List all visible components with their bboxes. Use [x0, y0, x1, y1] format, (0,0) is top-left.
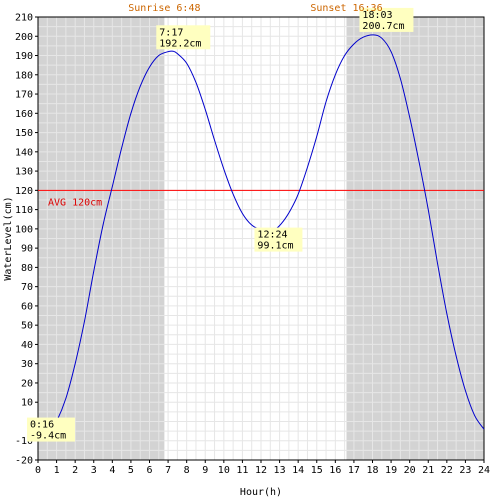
- sunset-label: Sunset 16:36: [310, 3, 382, 14]
- y-tick-label: 60: [21, 301, 33, 312]
- x-tick-label: 17: [348, 465, 360, 476]
- x-tick-label: 9: [202, 465, 208, 476]
- x-tick-label: 13: [274, 465, 286, 476]
- x-tick-label: 7: [165, 465, 171, 476]
- x-tick-label: 3: [91, 465, 97, 476]
- y-tick-label: 200: [15, 32, 33, 43]
- annotation-time: 7:17: [159, 27, 183, 38]
- annotation-level: 200.7cm: [362, 21, 404, 32]
- x-tick-label: 21: [422, 465, 434, 476]
- x-axis-ticks: 0 1 2 3 4 5 6 7 8 9 10 11 12 13 14 15 16 17 18 19 20 21 22 23 24: [35, 460, 490, 476]
- annotation-box: [359, 7, 414, 32]
- x-tick-label: 0: [35, 465, 41, 476]
- x-tick-label: 8: [184, 465, 190, 476]
- annotation-time: 18:03: [362, 10, 392, 21]
- x-tick-label: 15: [311, 465, 323, 476]
- x-tick-label: 19: [385, 465, 397, 476]
- x-tick-label: 20: [404, 465, 416, 476]
- annotation-time: 12:24: [257, 230, 287, 241]
- y-tick-label: 160: [15, 109, 33, 120]
- y-axis-label: WaterLevel(cm): [3, 196, 14, 280]
- x-tick-label: 24: [478, 465, 490, 476]
- x-tick-label: 6: [146, 465, 152, 476]
- y-tick-label: -20: [15, 456, 33, 467]
- y-tick-label: 90: [21, 244, 33, 255]
- sunrise-label: Sunrise 6:48: [128, 3, 200, 14]
- x-tick-label: 18: [366, 465, 378, 476]
- annotation-box: [27, 417, 76, 442]
- annotation-time: 0:16: [30, 420, 54, 431]
- y-tick-label: 180: [15, 70, 33, 81]
- y-tick-label: -10: [15, 436, 33, 447]
- average-label: AVG 120cm: [48, 197, 102, 208]
- annotation-level: 99.1cm: [257, 241, 293, 252]
- annotation-level: -9.4cm: [30, 431, 66, 442]
- y-tick-label: 100: [15, 224, 33, 235]
- y-tick-label: 40: [21, 340, 33, 351]
- x-tick-label: 11: [236, 465, 248, 476]
- y-tick-label: 140: [15, 147, 33, 158]
- x-tick-label: 14: [292, 465, 304, 476]
- y-tick-label: 10: [21, 398, 33, 409]
- y-tick-label: 50: [21, 321, 33, 332]
- y-axis-ticks: -20-100102030405060708090100110120130140…: [15, 13, 38, 467]
- x-tick-label: 12: [255, 465, 267, 476]
- x-tick-label: 10: [218, 465, 230, 476]
- x-tick-label: 4: [109, 465, 115, 476]
- y-tick-label: 210: [15, 13, 33, 24]
- y-tick-label: 110: [15, 205, 33, 216]
- x-tick-label: 22: [441, 465, 453, 476]
- y-tick-label: 150: [15, 128, 33, 139]
- y-tick-label: 20: [21, 378, 33, 389]
- y-tick-label: 170: [15, 90, 33, 101]
- y-tick-label: 190: [15, 51, 33, 62]
- y-tick-label: 70: [21, 282, 33, 293]
- y-tick-label: 30: [21, 359, 33, 370]
- y-tick-label: 130: [15, 167, 33, 178]
- y-tick-label: 120: [15, 186, 33, 197]
- x-tick-label: 2: [72, 465, 78, 476]
- annotation-box: [156, 25, 211, 50]
- x-tick-label: 16: [329, 465, 341, 476]
- annotation-level: 192.2cm: [159, 38, 201, 49]
- x-tick-label: 1: [54, 465, 60, 476]
- y-tick-label: 80: [21, 263, 33, 274]
- x-tick-label: 23: [459, 465, 471, 476]
- annotation-box: [254, 227, 303, 252]
- x-tick-label: 5: [128, 465, 134, 476]
- x-axis-label: Hour(h): [240, 487, 282, 498]
